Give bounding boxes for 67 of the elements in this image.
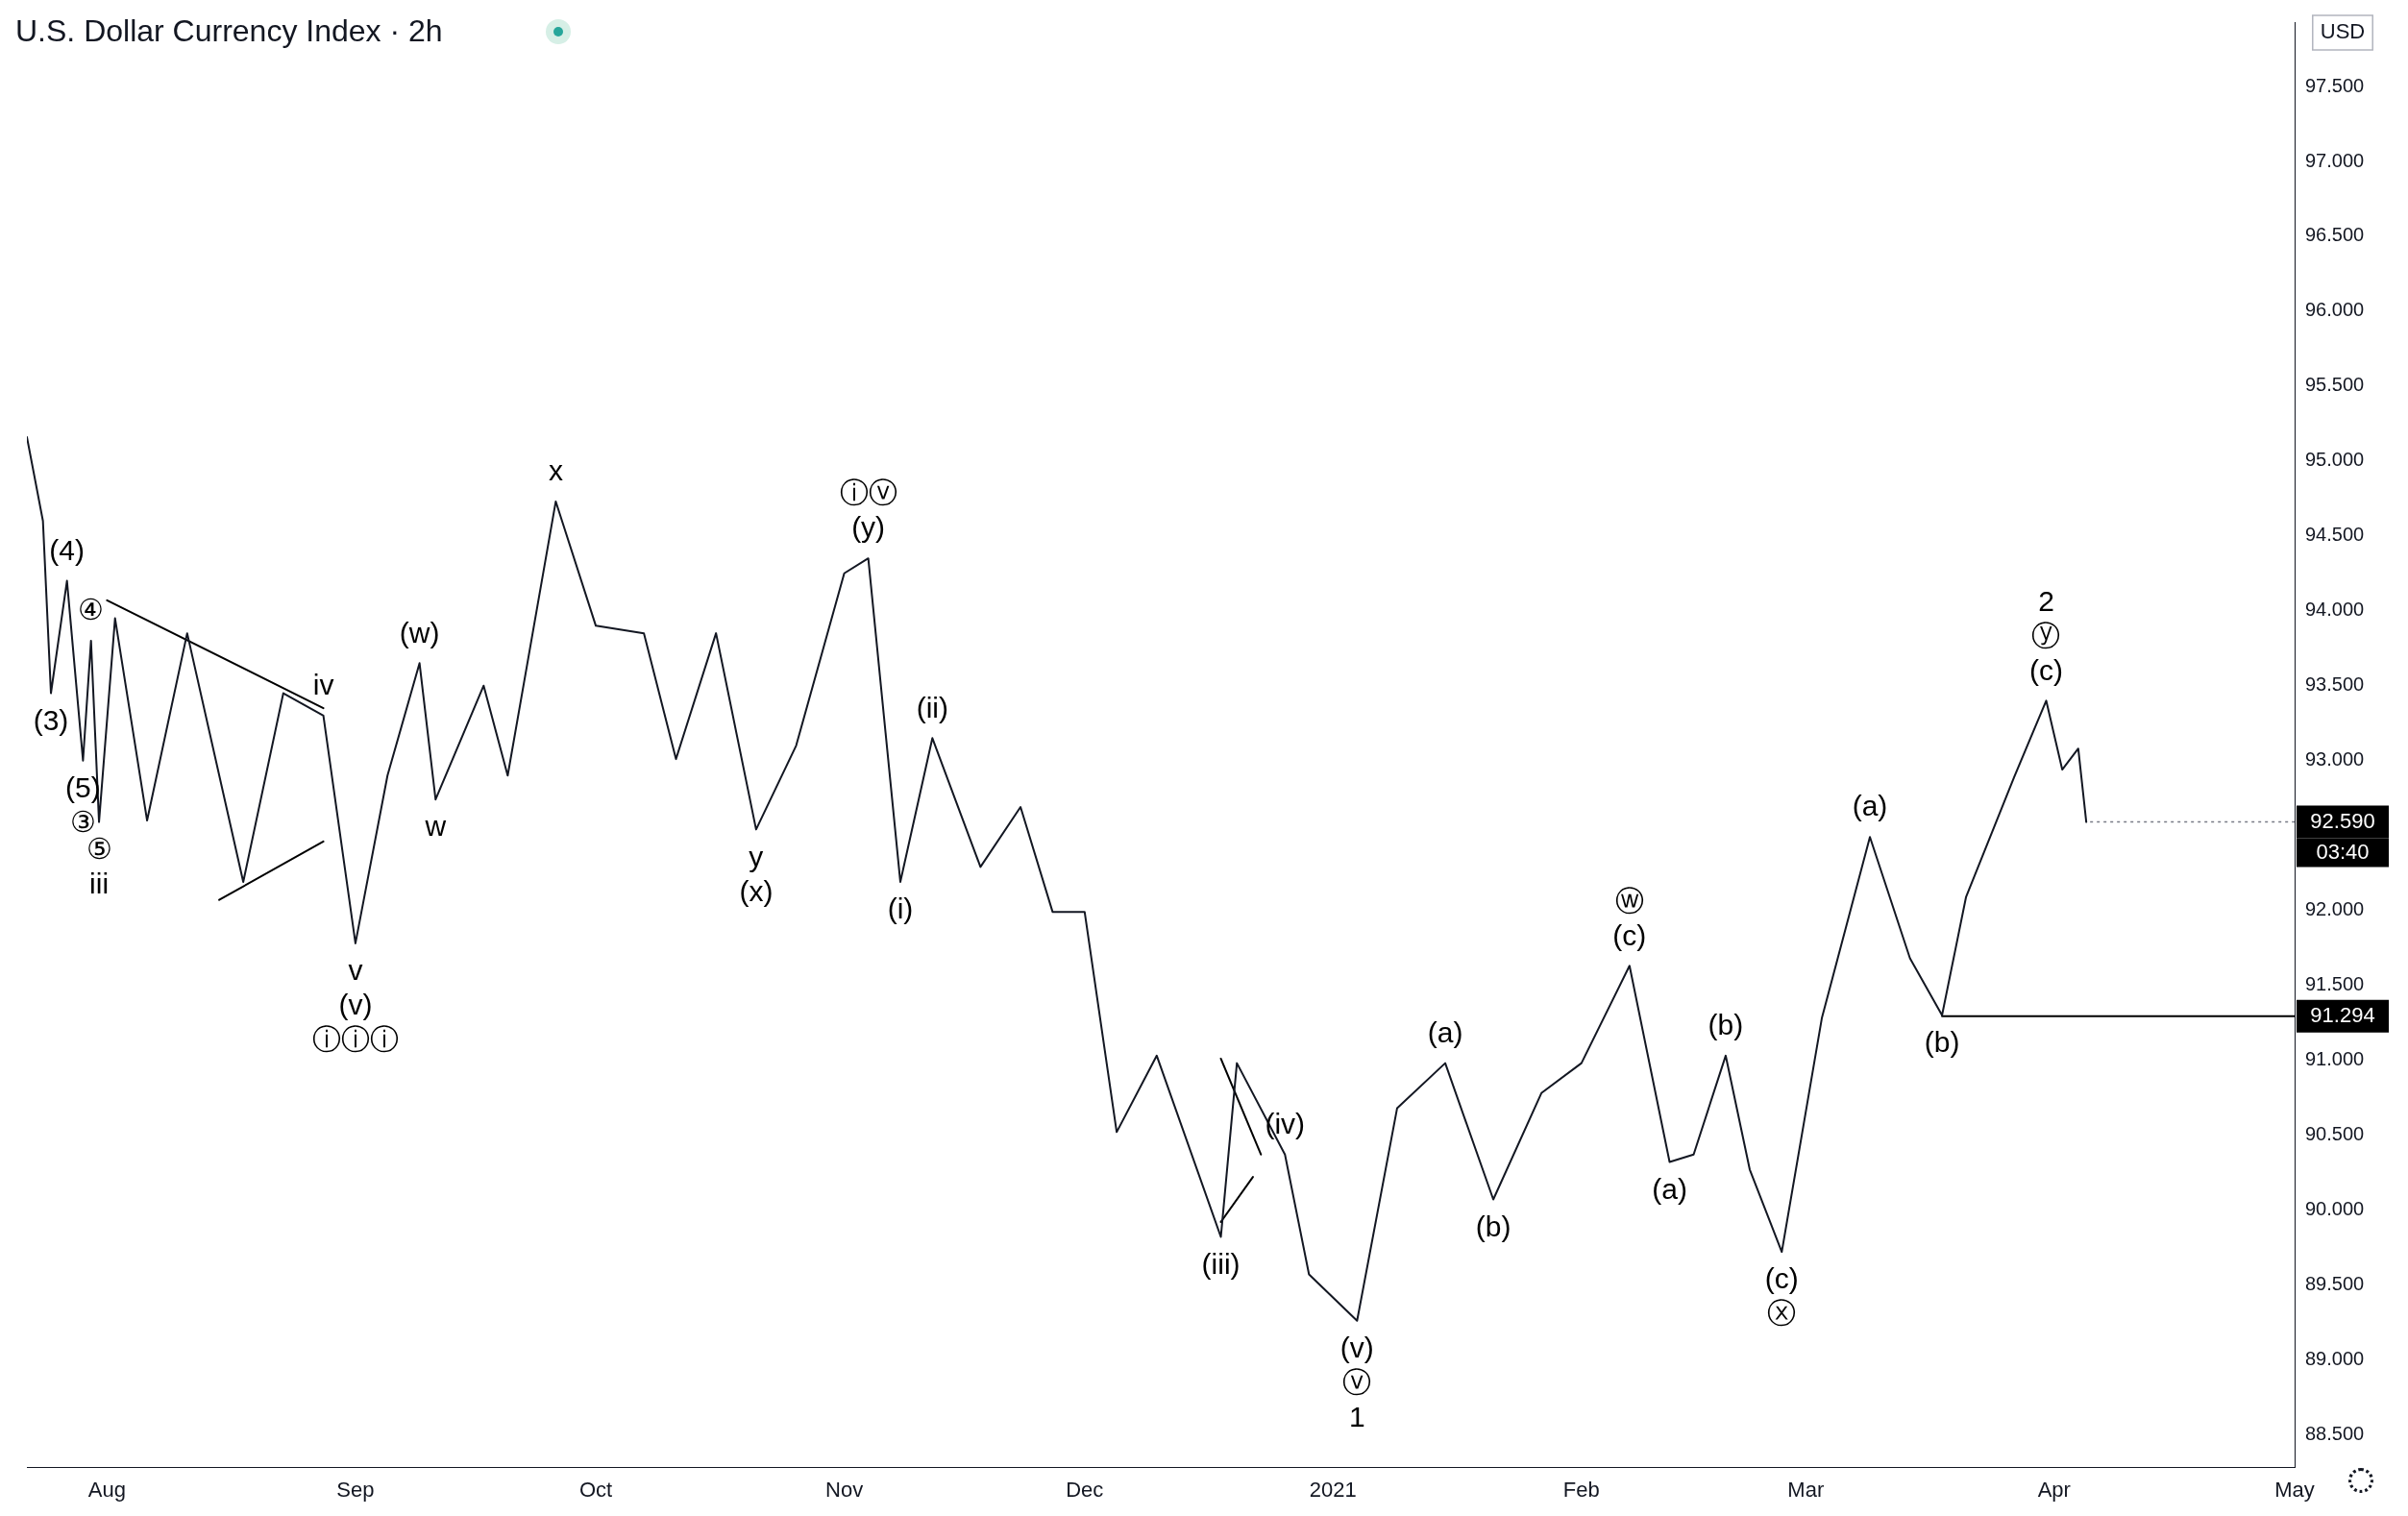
y-tick-label: 95.500 — [2305, 374, 2365, 396]
annotation: 2 — [2038, 584, 2054, 617]
annotation: (v) — [1339, 1332, 1374, 1364]
x-tick-label: May — [2274, 1477, 2315, 1502]
y-tick-label: 88.500 — [2305, 1422, 2365, 1444]
y-tick-label: 93.000 — [2305, 748, 2365, 770]
annotation: (a) — [1427, 1015, 1463, 1048]
annotation: w — [424, 810, 447, 843]
y-tick-label: 96.500 — [2305, 224, 2365, 246]
chart-title: U.S. Dollar Currency Index · 2h — [15, 13, 443, 49]
x-tick-label: Feb — [1562, 1477, 1600, 1502]
text: 03:40 — [2316, 839, 2370, 864]
y-tick-label: 94.500 — [2305, 524, 2365, 546]
annotation: (b) — [1475, 1210, 1511, 1242]
annotation: ⓦ — [1614, 884, 1644, 917]
y-tick-label: 89.000 — [2305, 1347, 2365, 1369]
annotation: 1 — [1348, 1401, 1365, 1433]
annotation: ⓥ — [1342, 1366, 1372, 1399]
annotation: iv — [312, 669, 334, 701]
annotation: (b) — [1924, 1026, 1960, 1058]
y-tick-label: 95.000 — [2305, 449, 2365, 471]
x-tick-label: Oct — [578, 1477, 613, 1502]
annotation: (3) — [33, 703, 69, 736]
annotation: v — [348, 954, 363, 987]
annotation: (c) — [1764, 1262, 1799, 1295]
annotation: ⓘⓥ — [839, 477, 897, 509]
y-tick-label: 92.000 — [2305, 898, 2365, 920]
y-tick-label: 96.000 — [2305, 299, 2365, 321]
annotation: (c) — [1612, 918, 1647, 951]
annotation: (a) — [1652, 1172, 1687, 1205]
annotation: (v) — [338, 989, 373, 1021]
y-tick-label: 91.500 — [2305, 973, 2365, 995]
annotation: ⓧ — [1767, 1297, 1797, 1330]
annotation: y — [749, 840, 764, 872]
annotation: (a) — [1852, 790, 1888, 822]
annotation: x — [548, 454, 563, 487]
annotation: (x) — [739, 874, 774, 907]
y-tick-label: 93.500 — [2305, 673, 2365, 696]
y-tick-label: 97.500 — [2305, 74, 2365, 96]
y-tick-label: 90.000 — [2305, 1197, 2365, 1219]
annotation: (ii) — [916, 691, 948, 723]
annotation: 91.294 — [2310, 1002, 2375, 1027]
annotation: (w) — [399, 616, 440, 648]
annotation: 92.590 — [2310, 808, 2375, 833]
y-tick-label: 90.500 — [2305, 1122, 2365, 1144]
x-tick-label: Nov — [825, 1477, 864, 1502]
annotation: (b) — [1708, 1009, 1744, 1041]
y-tick-label: 97.000 — [2305, 149, 2365, 171]
text: USD — [2320, 19, 2366, 44]
y-tick-label: 89.500 — [2305, 1272, 2365, 1294]
annotation: ⓨ — [2031, 619, 2061, 651]
annotation: (c) — [2028, 653, 2063, 686]
annotation: ④ — [78, 594, 105, 626]
x-tick-label: Mar — [1787, 1477, 1825, 1502]
x-tick-label: Aug — [87, 1477, 126, 1502]
annotation: (4) — [49, 533, 86, 566]
x-tick-label: 2021 — [1309, 1477, 1357, 1502]
annotation: (y) — [851, 511, 886, 544]
annotation: (iii) — [1201, 1247, 1241, 1280]
x-tick-label: Sep — [336, 1477, 375, 1502]
annotation: (i) — [887, 892, 914, 925]
annotation: ⓘⓘⓘ — [311, 1023, 399, 1056]
annotation: iii — [89, 867, 110, 899]
x-tick-label: Apr — [2037, 1477, 2071, 1502]
y-tick-label: 91.000 — [2305, 1048, 2365, 1070]
y-tick-label: 94.000 — [2305, 599, 2365, 621]
x-tick-label: Dec — [1066, 1477, 1104, 1502]
